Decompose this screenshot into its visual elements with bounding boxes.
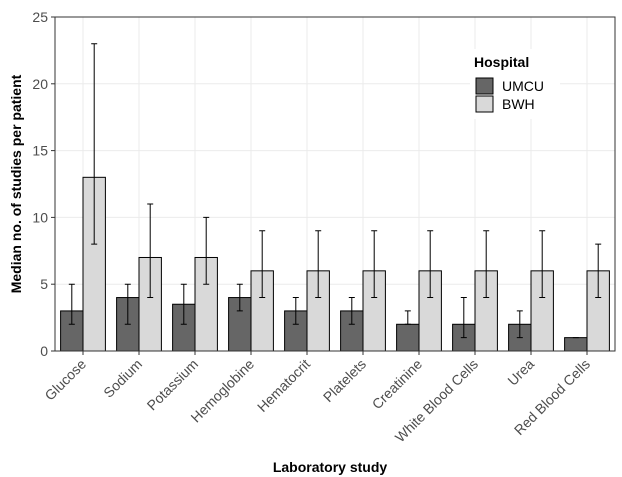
error-bar <box>427 230 434 299</box>
error-bar <box>91 43 98 245</box>
error-bar <box>483 230 490 299</box>
error-bar <box>348 297 355 325</box>
error-bar <box>460 297 467 339</box>
bar <box>396 323 420 352</box>
error-bar <box>292 297 299 325</box>
legend-label: UMCU <box>502 78 544 94</box>
error-bar <box>371 230 378 299</box>
y-tick-label: 10 <box>32 209 48 225</box>
error-bar <box>404 310 411 325</box>
error-bar <box>203 216 210 285</box>
error-bar <box>68 283 75 325</box>
error-bar <box>516 310 523 339</box>
legend-key <box>475 95 494 113</box>
panel-border <box>54 16 616 352</box>
legend-key <box>475 77 494 95</box>
legend-label: BWH <box>502 96 535 112</box>
error-bar <box>180 283 187 325</box>
bar <box>564 337 588 352</box>
legend-title: Hospital <box>474 54 529 70</box>
error-bar <box>124 283 131 325</box>
y-axis-title: Median no. of studies per patient <box>8 74 24 293</box>
error-bar <box>595 243 602 299</box>
error-bar <box>259 230 266 299</box>
y-tick-label: 20 <box>32 76 48 92</box>
error-bar <box>236 283 243 312</box>
error-bar <box>147 203 154 299</box>
y-tick-label: 5 <box>40 276 48 292</box>
y-tick-label: 25 <box>32 9 48 25</box>
x-axis-title: Laboratory study <box>273 459 388 475</box>
y-tick-label: 15 <box>32 143 48 159</box>
y-tick-label: 0 <box>40 343 48 359</box>
error-bar <box>539 230 546 299</box>
error-bar <box>315 230 322 299</box>
